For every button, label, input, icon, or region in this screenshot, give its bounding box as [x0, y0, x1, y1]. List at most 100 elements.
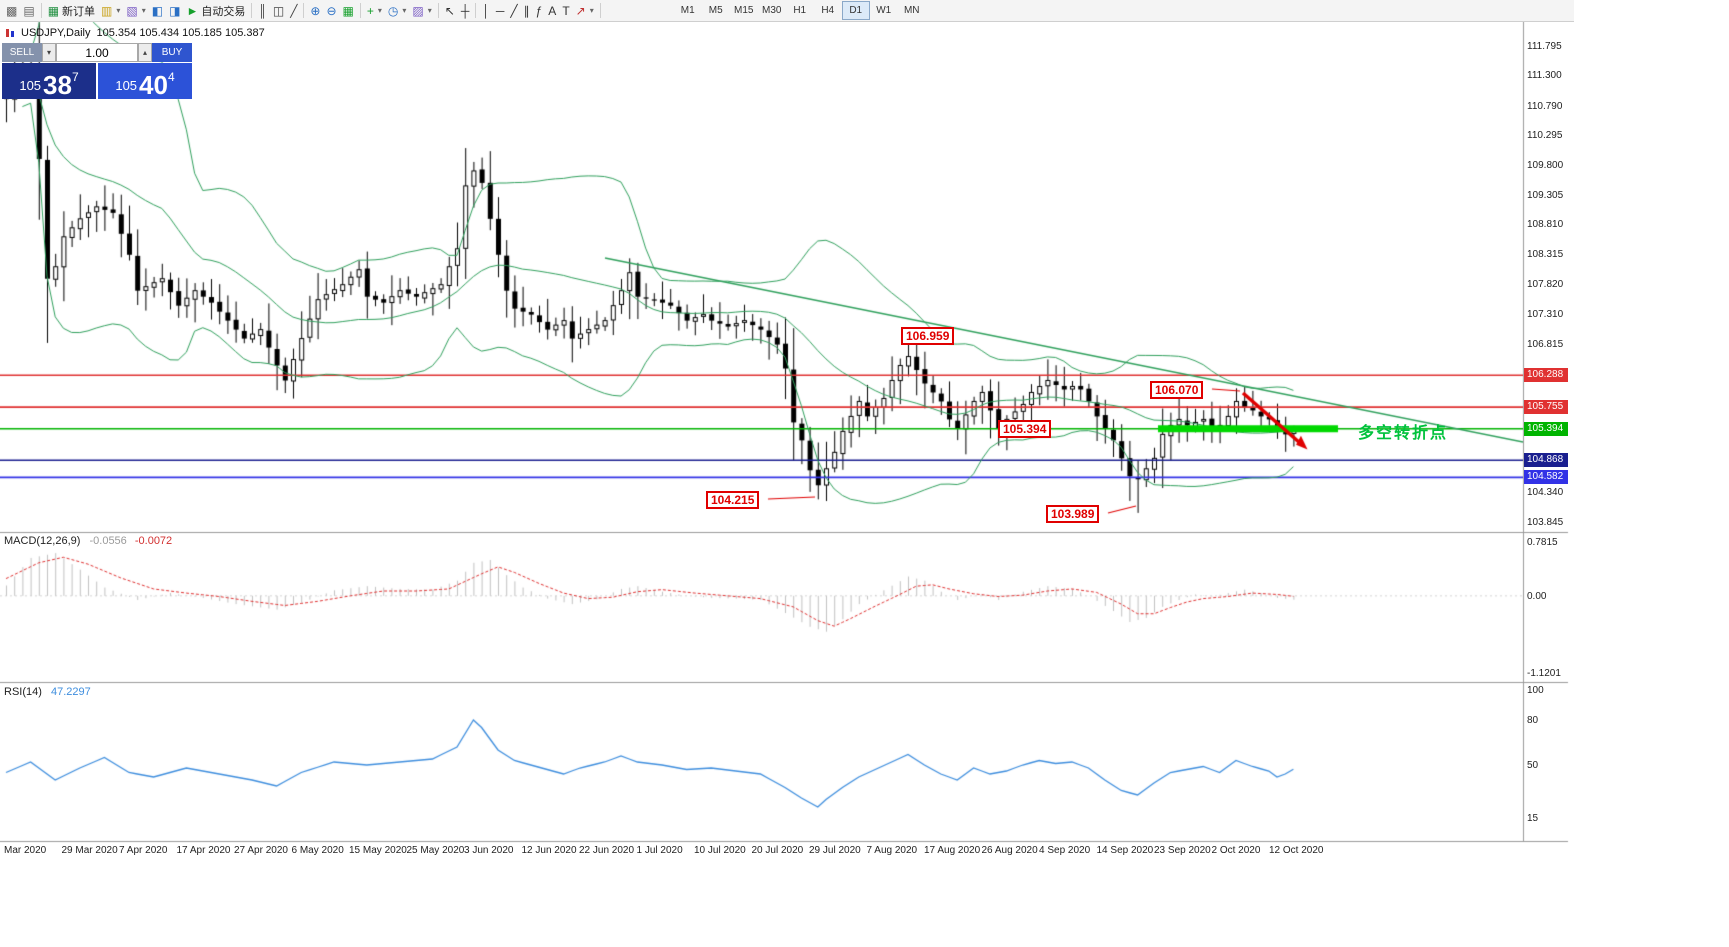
timeframe-h1-button[interactable]: H1 — [793, 5, 807, 16]
chart-window-icon[interactable]: ▩ — [3, 2, 20, 20]
toolbar: ▩ ▤ ▦ 新订单 ▥ ▾ ▧ ▾ ◧ ◨ ► 自动交易 ║ ◫ ╱ ⊕ ⊖ ▦ + ▾ ◷ ▾ ▨ ▾ ↖ ┼ │ ─ ╱ ∥ ƒ A T ↗ ▾… — [0, 0, 1574, 22]
volume-increase-button[interactable]: ▴ — [138, 43, 152, 62]
toolbar-separator — [599, 3, 601, 18]
periods-icon[interactable]: ◷ ▾ — [385, 2, 410, 20]
zoom-in-icon: ⊕ — [310, 3, 321, 18]
expert-window-icon[interactable]: ▤ — [20, 2, 37, 20]
crosshair-icon[interactable]: ┼ — [458, 2, 473, 20]
dropdown-arrow-icon: ▾ — [141, 6, 146, 15]
autotrading-icon: ► — [186, 3, 199, 18]
trendline-icon: ╱ — [510, 3, 518, 18]
horizontal-line-icon: ─ — [495, 3, 505, 18]
timeframe-d1-button[interactable]: D1 — [841, 1, 870, 20]
vertical-line-icon: │ — [482, 3, 490, 18]
text-label-icon: T — [562, 3, 570, 18]
toolbar-separator — [303, 3, 305, 18]
new-order-button-label: 新订单 — [62, 5, 96, 18]
macd-indicator-label: MACD(12,26,9) -0.0556 -0.0072 — [4, 535, 172, 547]
crosshair-icon: ┼ — [460, 3, 470, 18]
cursor-icon[interactable]: ↖ — [442, 2, 458, 20]
rsi-value: 47.2297 — [50, 686, 91, 698]
time-axis[interactable] — [0, 842, 1523, 860]
text-icon[interactable]: A — [545, 2, 559, 20]
macd-name: MACD(12,26,9) — [4, 535, 81, 547]
arrows-icon: ↗ — [575, 3, 586, 18]
volume-input[interactable]: 1.00 — [56, 43, 138, 62]
dropdown-arrow-icon: ▾ — [402, 6, 407, 15]
pivot-annotation-text[interactable]: 多空转折点 — [1358, 425, 1449, 442]
profiles-icon[interactable]: ▧ ▾ — [123, 2, 148, 20]
candlestick-chart-icon: ◫ — [272, 3, 285, 18]
data-window-icon[interactable]: ◨ — [166, 2, 183, 20]
chart-symbol-period: USDJPY,Daily — [21, 27, 91, 39]
new-chart-icon: ▥ — [101, 3, 113, 18]
indicators-icon: + — [366, 3, 374, 18]
templates-icon[interactable]: ▨ ▾ — [409, 2, 434, 20]
bar-chart-icon[interactable]: ║ — [255, 2, 270, 20]
cursor-icon: ↖ — [444, 3, 455, 18]
buy-button[interactable]: BUY — [152, 43, 192, 62]
timeframe-mn-button[interactable]: MN — [903, 5, 920, 16]
sell-button[interactable]: SELL — [2, 43, 42, 62]
fibonacci-icon[interactable]: ƒ — [533, 2, 546, 20]
timeframe-m30-button[interactable]: M30 — [762, 5, 782, 16]
data-window-icon: ◨ — [169, 3, 181, 18]
horizontal-line-icon[interactable]: ─ — [493, 2, 508, 20]
text-label-icon[interactable]: T — [559, 2, 572, 20]
new-chart-icon[interactable]: ▥ ▾ — [98, 2, 123, 20]
equidistant-channel-icon: ∥ — [523, 3, 530, 18]
line-chart-icon: ╱ — [290, 3, 298, 18]
market-watch-icon[interactable]: ◧ — [149, 2, 166, 20]
timeframe-m5-button[interactable]: M5 — [708, 5, 723, 16]
chart-ohlc-values: 105.354 105.434 105.185 105.387 — [96, 27, 265, 39]
price-axis[interactable] — [1524, 21, 1568, 841]
zoom-in-icon[interactable]: ⊕ — [307, 2, 323, 20]
equidistant-channel-icon[interactable]: ∥ — [521, 2, 533, 20]
sell-price-pips: 38 — [43, 69, 72, 100]
timeframe-h4-button[interactable]: H4 — [821, 5, 835, 16]
volume-decrease-button[interactable]: ▾ — [42, 43, 56, 62]
fibonacci-icon: ƒ — [535, 3, 543, 18]
buy-price-point: 4 — [167, 70, 175, 84]
rsi-name: RSI(14) — [4, 686, 42, 698]
chart-mini-icon — [5, 28, 15, 38]
chart-title: USDJPY,Daily 105.354 105.434 105.185 105… — [5, 27, 265, 39]
toolbar-separator — [40, 3, 42, 18]
dropdown-arrow-icon: ▾ — [427, 6, 432, 15]
toolbar-separator — [359, 3, 361, 18]
toolbar-separator — [475, 3, 477, 18]
buy-price-figure: 105 — [115, 78, 138, 93]
timeframe-m15-button[interactable]: M15 — [734, 5, 754, 16]
vertical-line-icon[interactable]: │ — [479, 2, 493, 20]
dropdown-arrow-icon: ▾ — [589, 6, 594, 15]
sell-price-display[interactable]: 105 38 7 — [2, 63, 96, 99]
zoom-out-icon: ⊖ — [326, 3, 337, 18]
timeframe-m1-button[interactable]: M1 — [680, 5, 695, 16]
dropdown-arrow-icon: ▾ — [116, 6, 121, 15]
new-order-button[interactable]: ▦ 新订单 — [45, 2, 98, 20]
arrows-icon[interactable]: ↗ ▾ — [573, 2, 597, 20]
sell-price-point: 7 — [71, 70, 79, 84]
autotrading-button-label: 自动交易 — [201, 5, 246, 18]
chart-window-icon: ▩ — [6, 3, 18, 18]
candlestick-chart-icon[interactable]: ◫ — [270, 2, 287, 20]
tile-windows-icon[interactable]: ▦ — [340, 2, 357, 20]
trendline-icon[interactable]: ╱ — [507, 2, 520, 20]
line-chart-icon[interactable]: ╱ — [287, 2, 300, 20]
profiles-icon: ▧ — [126, 3, 138, 18]
timeframe-w1-button[interactable]: W1 — [876, 5, 892, 16]
dropdown-arrow-icon: ▾ — [377, 6, 382, 15]
macd-main-value: -0.0556 — [89, 535, 127, 547]
expert-window-icon: ▤ — [23, 3, 35, 18]
templates-icon: ▨ — [412, 3, 424, 18]
autotrading-button[interactable]: ► 自动交易 — [183, 2, 248, 20]
toolbar-separator — [251, 3, 253, 18]
sell-price-figure: 105 — [19, 78, 42, 93]
buy-price-display[interactable]: 105 40 4 — [98, 63, 192, 99]
buy-price-pips: 40 — [139, 69, 168, 100]
indicators-icon[interactable]: + ▾ — [364, 2, 385, 20]
zoom-out-icon[interactable]: ⊖ — [323, 2, 339, 20]
bar-chart-icon: ║ — [258, 3, 267, 18]
